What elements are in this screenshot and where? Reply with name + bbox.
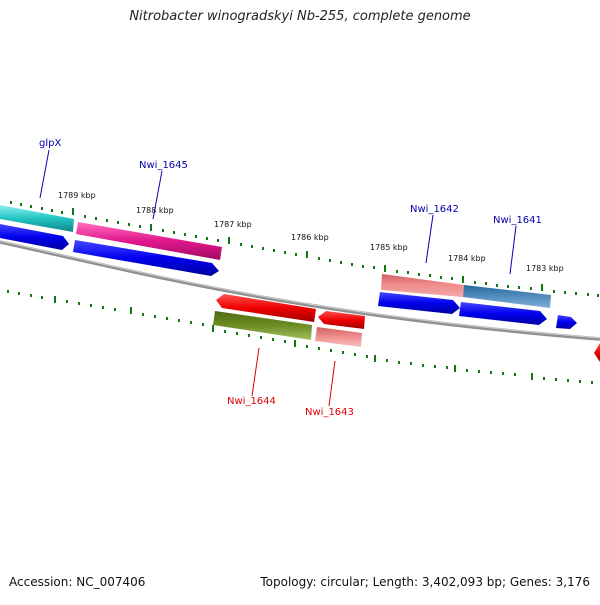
gene-Nwi_1642[interactable] <box>381 274 464 297</box>
gene-Nwi_1645[interactable] <box>76 222 222 260</box>
leader-Nwi_1641 <box>509 225 517 275</box>
leader-Nwi_1642 <box>425 214 434 264</box>
leader-Nwi_1643 <box>328 360 336 407</box>
genome-backbone-highlight <box>0 240 600 339</box>
reverse-cds-track <box>216 294 600 362</box>
ruler-label: 1786 kbp <box>291 233 329 242</box>
cds-forward-5[interactable] <box>556 315 577 329</box>
cds-forward-3[interactable] <box>378 292 460 314</box>
gene-label-Nwi_1643[interactable]: Nwi_1643 <box>305 407 354 418</box>
cds-forward-1[interactable] <box>0 224 69 250</box>
gene-label-Nwi_1641[interactable]: Nwi_1641 <box>493 215 542 226</box>
cds-reverse-1[interactable] <box>216 294 316 322</box>
forward-feature-track <box>0 205 551 308</box>
gene-label-Nwi_1642[interactable]: Nwi_1642 <box>410 204 459 215</box>
leader-glpX <box>39 149 50 199</box>
label-leader-lines <box>39 149 517 407</box>
gene-labels: glpX Nwi_1645 Nwi_1642 Nwi_1641 Nwi_1644… <box>39 138 542 418</box>
genome-backbone <box>0 240 600 341</box>
genome-summary-text: Topology: circular; Length: 3,402,093 bp… <box>260 575 590 589</box>
leader-Nwi_1644 <box>251 347 260 397</box>
ruler-label: 1789 kbp <box>58 191 96 200</box>
gene-label-Nwi_1644[interactable]: Nwi_1644 <box>227 396 276 407</box>
gene-Nwi_1641[interactable] <box>463 285 551 308</box>
ruler-label: 1785 kbp <box>370 243 408 252</box>
reverse-feature-track <box>213 311 362 347</box>
gene-glpX[interactable] <box>0 205 74 232</box>
cds-reverse-2[interactable] <box>318 311 365 329</box>
gene-label-Nwi_1645[interactable]: Nwi_1645 <box>139 160 188 171</box>
ruler-label: 1783 kbp <box>526 264 564 273</box>
ruler-label: 1787 kbp <box>214 220 252 229</box>
cds-reverse-3[interactable] <box>594 343 600 362</box>
genome-title: Nitrobacter winogradskyi Nb-255, complet… <box>129 9 471 24</box>
forward-ruler-ticks <box>10 201 599 297</box>
forward-cds-track <box>0 224 577 329</box>
accession-text: Accession: NC_007406 <box>9 575 146 589</box>
reverse-ruler-ticks <box>7 290 593 384</box>
ruler-label: 1784 kbp <box>448 254 486 263</box>
leader-Nwi_1645 <box>152 170 163 220</box>
cds-forward-4[interactable] <box>459 302 547 325</box>
gene-Nwi_1643[interactable] <box>315 327 362 347</box>
gene-label-glpX[interactable]: glpX <box>39 138 61 149</box>
gene-Nwi_1644[interactable] <box>213 311 312 340</box>
cds-forward-2[interactable] <box>73 240 219 276</box>
